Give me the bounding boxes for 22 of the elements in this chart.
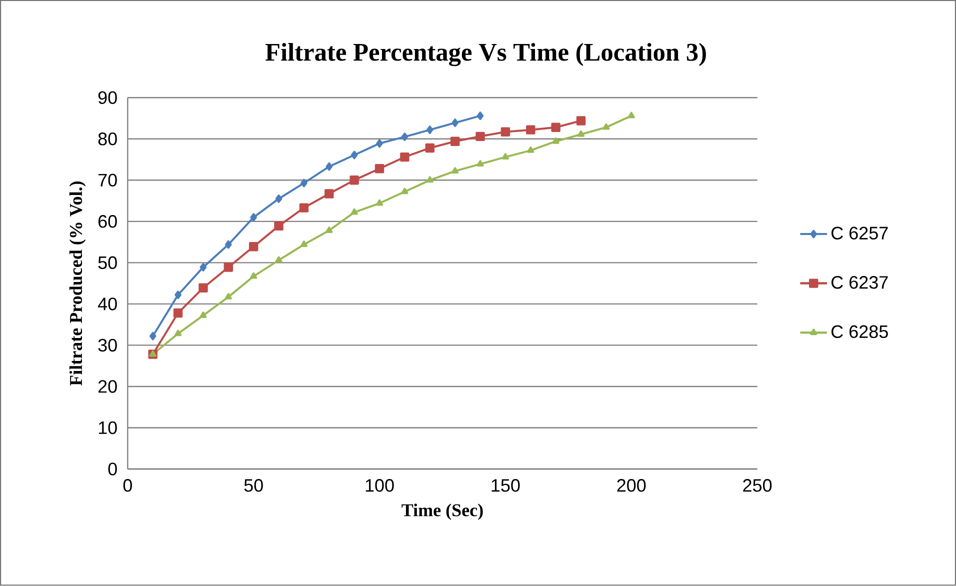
legend-label: C 6285 — [832, 325, 888, 338]
y-tick-label: 90 — [98, 91, 117, 104]
y-axis-title: Filtrate Produced (% Vol.) — [69, 182, 86, 386]
y-tick-label: 20 — [98, 380, 117, 394]
x-axis-title: Time (Sec) — [402, 504, 483, 520]
y-tick-label: 30 — [98, 339, 117, 352]
y-tick-label: 60 — [98, 215, 117, 228]
y-tick-label: 70 — [98, 174, 117, 187]
x-tick-label: 50 — [244, 479, 263, 492]
x-tick-label: 0 — [123, 479, 132, 492]
y-tick-label: 40 — [98, 298, 117, 310]
x-tick-label: 250 — [743, 479, 772, 492]
x-tick-label: 100 — [366, 479, 394, 492]
y-tick-label: 50 — [98, 256, 117, 270]
y-tick-label: 10 — [98, 422, 117, 434]
y-tick-label: 80 — [98, 132, 117, 146]
chart-title: Filtrate Percentage Vs Time (Location 3) — [265, 43, 706, 66]
legend-label: C 6237 — [832, 276, 888, 289]
y-tick-label: 0 — [108, 462, 117, 476]
legend-label: C 6257 — [832, 226, 888, 240]
x-tick-label: 200 — [617, 479, 646, 492]
x-tick-label: 150 — [492, 479, 520, 492]
